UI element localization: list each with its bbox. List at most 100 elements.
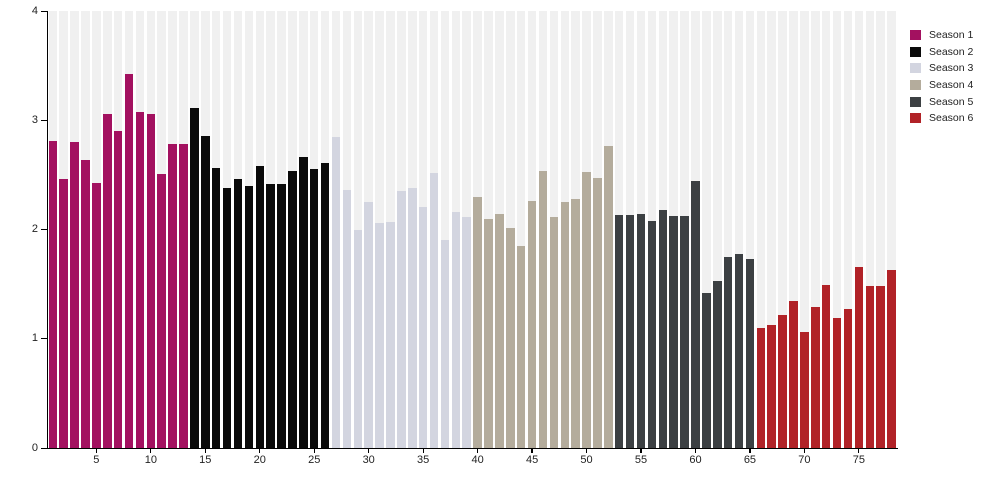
background-stripe bbox=[876, 11, 885, 448]
episode-bar bbox=[473, 196, 482, 448]
y-axis-tick-label: 0 bbox=[31, 441, 38, 454]
background-stripe bbox=[723, 11, 733, 448]
x-axis-tick bbox=[858, 449, 860, 453]
episode-bar bbox=[789, 300, 798, 448]
legend-swatch bbox=[910, 80, 921, 91]
x-axis-tick bbox=[368, 449, 370, 453]
background-stripe bbox=[821, 11, 831, 448]
y-axis-line bbox=[46, 11, 49, 449]
x-axis-tick bbox=[694, 449, 697, 453]
episode-bar bbox=[865, 286, 875, 448]
episode-bar bbox=[636, 214, 646, 448]
episode-bar bbox=[59, 179, 68, 448]
episode-bar bbox=[767, 324, 776, 448]
episode-bar bbox=[462, 217, 471, 448]
episode-bar bbox=[320, 162, 330, 448]
legend-label: Season 6 bbox=[929, 112, 974, 125]
x-axis-line bbox=[46, 447, 898, 450]
episode-bar bbox=[516, 245, 526, 448]
episode-bar bbox=[81, 159, 90, 448]
episode-bar bbox=[309, 169, 319, 448]
legend-swatch bbox=[910, 46, 921, 57]
episode-bar bbox=[451, 212, 461, 448]
y-axis-tick bbox=[41, 338, 47, 340]
episode-bar bbox=[201, 135, 210, 448]
episode-bar bbox=[418, 206, 428, 448]
episode-bar bbox=[832, 318, 842, 448]
episode-bar bbox=[887, 269, 896, 448]
episode-bar bbox=[680, 216, 689, 448]
episode-bar bbox=[843, 309, 853, 448]
episode-bar bbox=[527, 201, 537, 448]
x-axis-tick-label: 65 bbox=[743, 454, 757, 466]
background-stripe bbox=[887, 11, 896, 448]
x-axis-tick bbox=[313, 449, 315, 453]
x-axis-tick-label: 20 bbox=[253, 454, 266, 466]
x-axis-tick-label: 15 bbox=[199, 454, 212, 466]
y-axis-tick bbox=[41, 119, 47, 121]
episode-bar bbox=[353, 229, 363, 448]
episode-bar bbox=[168, 144, 177, 448]
episode-bar bbox=[70, 142, 79, 448]
background-stripe bbox=[734, 11, 744, 448]
y-axis-tick-label: 2 bbox=[31, 223, 38, 235]
episode-bar bbox=[506, 228, 515, 448]
episode-bar bbox=[135, 111, 145, 448]
episode-bar bbox=[604, 146, 613, 448]
legend-item: Season 5 bbox=[910, 93, 973, 110]
y-axis-tick bbox=[41, 447, 47, 449]
episode-bar bbox=[495, 214, 504, 448]
episode-bar bbox=[669, 216, 678, 448]
episode-bar bbox=[811, 307, 820, 448]
episode-bar bbox=[255, 166, 265, 448]
x-axis-tick bbox=[531, 449, 533, 453]
episode-bar bbox=[103, 113, 112, 448]
background-stripe bbox=[811, 11, 820, 448]
episode-bar bbox=[593, 178, 602, 448]
legend-label: Season 5 bbox=[929, 95, 974, 108]
background-stripe bbox=[756, 11, 766, 448]
background-stripe bbox=[440, 11, 450, 448]
episode-bar bbox=[876, 286, 885, 448]
episode-bar bbox=[625, 215, 635, 448]
episode-bar bbox=[745, 259, 755, 448]
episode-bar bbox=[429, 172, 439, 448]
background-stripe bbox=[713, 11, 722, 448]
background-stripe bbox=[800, 11, 809, 448]
x-axis-tick-label: 40 bbox=[471, 454, 484, 466]
episode-bar bbox=[266, 183, 275, 448]
episode-bar bbox=[397, 191, 406, 448]
episode-bar bbox=[222, 188, 232, 448]
episode-bar bbox=[408, 188, 417, 448]
episode-bar bbox=[113, 131, 123, 448]
legend-label: Season 1 bbox=[929, 29, 974, 42]
episode-bar bbox=[211, 168, 221, 448]
legend-swatch bbox=[910, 96, 921, 107]
y-axis-tick-label: 3 bbox=[31, 113, 38, 126]
episode-bar bbox=[614, 215, 624, 448]
background-stripe bbox=[865, 11, 875, 448]
x-axis-tick bbox=[477, 449, 479, 453]
background-stripe bbox=[778, 11, 787, 448]
episode-bar bbox=[756, 327, 766, 448]
x-axis-tick-label: 55 bbox=[634, 454, 648, 466]
episode-bar bbox=[571, 198, 580, 448]
x-axis-tick bbox=[259, 449, 261, 453]
x-axis-tick bbox=[585, 449, 588, 453]
episode-bar bbox=[800, 332, 809, 448]
episode-bar bbox=[658, 209, 668, 448]
episode-bar bbox=[146, 113, 156, 448]
background-stripe bbox=[516, 11, 526, 448]
x-axis-tick bbox=[204, 449, 206, 453]
y-axis-tick bbox=[41, 229, 47, 231]
episode-bar bbox=[92, 182, 101, 448]
episode-bar bbox=[124, 74, 134, 448]
x-axis-tick-label: 5 bbox=[93, 454, 100, 466]
episode-bar bbox=[560, 202, 570, 448]
episode-bar bbox=[582, 171, 591, 448]
x-axis-tick-label: 70 bbox=[798, 454, 811, 466]
episode-bar bbox=[691, 181, 700, 448]
episode-bar bbox=[157, 173, 166, 448]
x-axis-tick bbox=[150, 449, 152, 453]
episode-bar bbox=[288, 170, 297, 448]
